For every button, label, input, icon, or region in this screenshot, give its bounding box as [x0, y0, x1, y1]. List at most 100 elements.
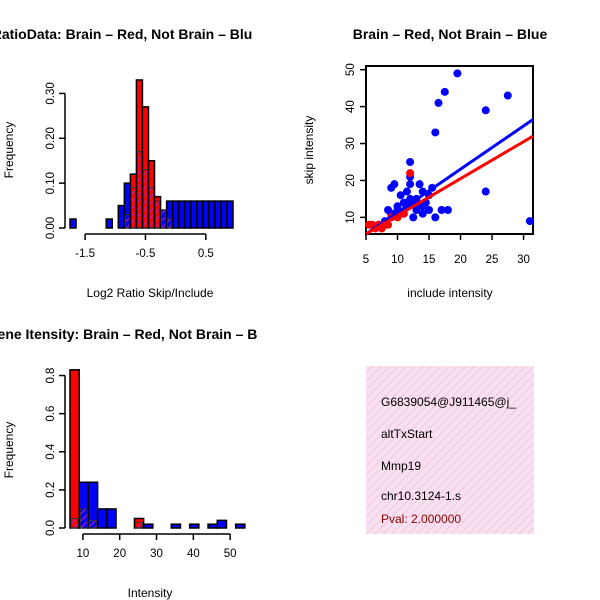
- p1-bar-blue: [196, 200, 204, 229]
- scatter-x-tick-label: 25: [486, 254, 499, 266]
- p3-y-tick-label: 0.6: [45, 406, 57, 422]
- p1-bar-blue: [202, 200, 210, 229]
- scatter-point-blue: [431, 128, 440, 137]
- intensity-histogram-xlabel: Intensity: [128, 586, 173, 600]
- scatter-point-blue: [415, 180, 424, 189]
- p1-x-tick-label: -0.5: [136, 248, 156, 260]
- p3-bar-overlap: [70, 517, 79, 529]
- scatter-x-tick-label: 20: [454, 254, 467, 266]
- p3-bar-blue: [234, 523, 246, 529]
- p1-bar-blue: [177, 200, 186, 229]
- info-event-id: G6839054@J911465@j_: [381, 395, 516, 409]
- p1-x-tick-label: 0.5: [198, 248, 214, 260]
- p3-x-tick-label: 20: [113, 548, 126, 560]
- p1-y-tick-label: 0.00: [45, 217, 57, 239]
- info-event-type: altTxStart: [381, 427, 433, 441]
- p3-x-tick-label: 10: [76, 548, 89, 560]
- p1-bar-overlap: [155, 200, 161, 229]
- p3-y-tick-label: 0.2: [45, 482, 57, 498]
- scatter-x-tick-label: 10: [391, 254, 404, 266]
- scatter-point-blue: [425, 206, 434, 214]
- p1-bar-overlap: [124, 214, 130, 229]
- scatter-x-tick-label: 5: [363, 254, 369, 266]
- info-gene-name: Mmp19: [381, 459, 421, 473]
- p3-bar-blue: [207, 523, 219, 529]
- scatter-title: Brain – Red, Not Brain – Blue: [353, 26, 548, 42]
- p3-bar-blue: [216, 519, 228, 529]
- p3-y-tick-label: 0.4: [45, 443, 57, 460]
- p3-bar-red: [69, 369, 80, 529]
- p3-bar-overlap: [79, 508, 88, 529]
- p1-bar-blue: [226, 200, 234, 229]
- p1-x-tick-label: -1.5: [75, 248, 95, 260]
- scatter-point-blue: [437, 206, 446, 214]
- p1-bar-blue: [183, 200, 192, 229]
- info-pvalue: Pval: 2.000000: [381, 512, 461, 526]
- scatter-point-blue: [390, 180, 399, 189]
- scatter-point-blue: [406, 158, 415, 166]
- p1-bar-blue: [105, 218, 114, 229]
- intensity-histogram-ylabel: Frequency: [2, 422, 16, 479]
- p1-y-tick-label: 0.20: [45, 127, 57, 149]
- scatter-point-blue: [399, 198, 408, 207]
- p1-bar-overlap: [161, 209, 167, 229]
- scatter-y-tick-label: 50: [345, 63, 357, 76]
- scatter-point-blue: [434, 98, 443, 107]
- p1-bar-blue: [208, 200, 216, 229]
- scatter-point-blue: [418, 209, 427, 218]
- p1-y-tick-label: 0.30: [45, 82, 57, 104]
- scatter-y-tick-label: 30: [345, 137, 357, 150]
- scatter-point-blue: [481, 187, 490, 196]
- scatter-point-blue: [525, 217, 534, 226]
- p3-bar-blue: [142, 523, 154, 529]
- p3-x-tick-label: 30: [150, 548, 163, 560]
- p3-bar-blue: [96, 508, 108, 529]
- scatter-point-blue: [393, 202, 402, 211]
- scatter-fit-line-blue: [365, 118, 534, 236]
- scatter-point-blue: [443, 206, 452, 214]
- gene-intensity-histogram: Gene Itensity: Brain – Red, Not Brain – …: [0, 326, 257, 600]
- scatter-point-blue: [402, 187, 411, 196]
- scatter-point-blue: [481, 106, 490, 115]
- intensity-scatter: Brain – Red, Not Brain – Blue include in…: [302, 26, 547, 300]
- p3-bar-blue: [188, 523, 200, 529]
- p3-bar-overlap: [88, 519, 98, 529]
- p1-bar-blue: [189, 200, 198, 229]
- p1-bar-blue: [117, 204, 126, 229]
- p3-bar-overlap: [134, 521, 144, 529]
- intensity-histogram-title: Gene Itensity: Brain – Red, Not Brain – …: [0, 326, 257, 342]
- scatter-point-blue: [406, 180, 415, 189]
- p1-bar-overlap: [130, 187, 136, 229]
- scatter-point-blue: [503, 91, 512, 100]
- scatter-ylabel: skip intensity: [302, 116, 316, 185]
- scatter-point-blue: [440, 87, 449, 96]
- p3-bar-blue: [170, 523, 182, 529]
- p1-bar-blue: [214, 200, 222, 229]
- scatter-y-tick-label: 40: [345, 100, 357, 113]
- ratio-histogram: RatioData: Brain – Red, Not Brain – Blu …: [0, 26, 252, 300]
- p1-bar-overlap: [142, 169, 148, 229]
- scatter-point-blue: [431, 213, 440, 222]
- p1-bar-overlap: [136, 151, 142, 229]
- p1-bar-overlap: [148, 187, 155, 229]
- scatter-point-red: [406, 169, 415, 178]
- ratio-histogram-xlabel: Log2 Ratio Skip/Include: [87, 286, 214, 300]
- info-box: G6839054@J911465@j_ altTxStart Mmp19 chr…: [366, 366, 534, 534]
- p1-bar-overlap: [167, 218, 173, 229]
- p3-y-tick-label: 0.0: [45, 520, 57, 536]
- scatter-fit-line-red: [365, 134, 534, 236]
- scatter-point-blue: [418, 202, 427, 211]
- scatter-x-tick-label: 15: [423, 254, 436, 266]
- scatter-plot-box: [365, 65, 534, 235]
- p3-bar-blue: [106, 508, 117, 529]
- scatter-y-tick-label: 20: [345, 174, 357, 187]
- p3-x-tick-label: 50: [224, 548, 237, 560]
- info-box-background: [366, 366, 534, 534]
- p1-bar-blue: [171, 200, 180, 229]
- p1-bar-blue: [220, 200, 228, 229]
- p3-y-tick-label: 0.8: [45, 368, 57, 384]
- scatter-point-blue: [396, 191, 405, 200]
- p1-y-tick-label: 0.10: [45, 172, 57, 194]
- ratio-histogram-title: RatioData: Brain – Red, Not Brain – Blu: [0, 26, 252, 42]
- scatter-point-blue: [409, 213, 418, 222]
